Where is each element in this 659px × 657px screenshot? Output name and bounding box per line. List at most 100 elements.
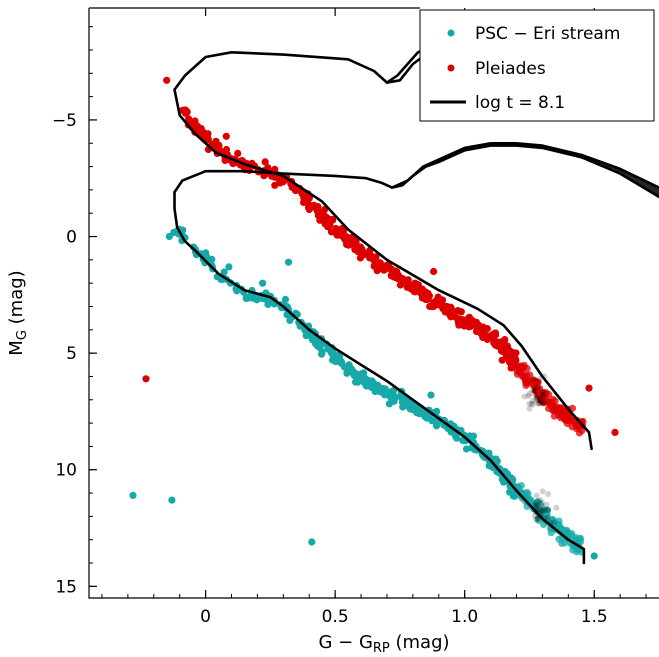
data-point [539,399,547,407]
data-point [388,391,396,399]
density-dot-pleiades [539,389,546,396]
density-dot-pleiades [539,392,546,399]
density-dot-psc [542,507,549,514]
data-point [338,225,346,233]
isochrone-segment [183,51,428,84]
data-point [299,189,307,197]
data-point [469,432,478,440]
data-point-outlier [284,258,293,266]
data-point [506,488,514,496]
density-dot-pleiades [540,393,547,400]
data-point [349,368,357,376]
axes-frame [88,8,659,599]
data-point [351,246,359,254]
isochrone-line [173,44,659,565]
density-dot-psc [551,519,558,526]
x-tick-label: 0 [200,607,211,627]
data-point [383,264,392,272]
density-dot-psc [543,501,550,508]
density-dot-psc [544,514,551,521]
density-dot-pleiades [530,386,537,393]
density-dot-pleiades [532,387,539,394]
data-point [447,305,455,313]
data-point [377,384,386,392]
density-dot-pleiades [536,376,543,382]
data-point [547,529,555,537]
data-point [516,363,524,371]
data-point [371,381,379,389]
data-point [333,356,342,364]
data-point [534,504,543,512]
data-point [234,149,242,157]
data-point [425,292,433,300]
data-point [455,321,463,329]
data-point [561,539,569,547]
data-point [362,382,370,390]
data-point [251,294,259,302]
data-point [316,216,324,224]
density-dot-psc [532,499,539,506]
data-point [271,165,279,173]
data-point-outlier [259,279,267,287]
data-point [502,349,510,357]
data-point [435,301,443,309]
density-dot-psc [533,516,539,523]
data-point [370,262,378,270]
density-dot-psc [545,506,552,513]
data-point [233,287,241,295]
legend-pleiades-marker [447,64,455,72]
data-point [485,449,493,457]
data-point [365,248,373,256]
data-point [286,316,294,324]
data-point [322,213,330,221]
data-point [305,200,313,208]
density-dot-pleiades [526,390,533,397]
data-point [555,411,563,419]
data-point [492,455,500,463]
density-dot-pleiades [529,387,536,394]
data-point [366,254,374,262]
data-point [354,378,362,386]
data-point [359,249,367,257]
density-dot-psc [540,507,547,514]
data-point-outlier [261,158,269,166]
isochrone-giant-band [438,143,659,197]
data-point [530,381,538,389]
data-point [222,145,231,154]
isochrone-segment [390,158,441,189]
y-tick-label: 10 [55,461,77,481]
legend-psc-label: PSC − Eri stream [475,24,620,44]
legend: PSC − Eri stream Pleiades log t = 8.1 [419,9,655,122]
data-point-outlier [611,428,619,436]
y-tick-label: 15 [55,577,77,597]
data-point-outlier [427,391,435,399]
data-point [212,137,220,145]
y-axis-label: MG (mag) [6,270,30,355]
x-tick-label: 1.0 [451,607,478,627]
density-dot-pleiades [540,389,547,395]
data-point [355,373,363,381]
data-point [545,390,553,398]
density-dot-psc [536,506,543,512]
data-point-outlier [142,375,150,383]
data-point [415,408,423,417]
density-dot-psc [553,504,560,511]
data-point-outlier [590,552,598,560]
density-dot-pleiades [528,400,535,407]
density-dot-pleiades [537,396,544,403]
data-point [486,332,494,340]
legend-pleiades-label: Pleiades [475,59,546,79]
density-dot-pleiades [540,399,547,405]
density-dot-pleiades [531,376,538,383]
data-point [465,323,473,331]
data-point [407,400,415,408]
density-dot-psc [533,492,540,499]
data-point [268,172,276,180]
data-point [462,445,471,453]
legend-psc-marker [447,29,455,37]
data-point [403,279,412,287]
density-dot-pleiades [529,401,536,408]
data-point-outlier [163,76,171,84]
plot-area [129,44,659,565]
